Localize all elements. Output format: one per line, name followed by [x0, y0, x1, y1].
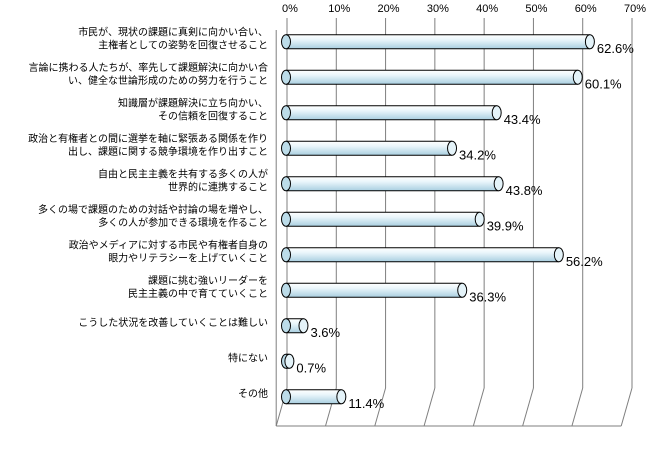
category-label: 多くの場で課題のための対話や討論の場を増やし、	[38, 203, 268, 216]
bar	[281, 318, 309, 334]
gridline-depth	[423, 387, 436, 427]
bar	[281, 140, 458, 156]
gridline-depth	[374, 387, 387, 427]
value-label: 62.6%	[597, 41, 634, 56]
gridline-depth	[472, 387, 485, 427]
category-label: い、健全な世論形成のための努力を行うこと	[68, 74, 268, 87]
category-label: 主権者としての姿勢を回復させること	[98, 38, 268, 51]
bar	[281, 69, 583, 85]
value-label: 11.4%	[348, 396, 384, 411]
x-tick-label: 20%	[378, 3, 400, 15]
bars: 62.6% 60.1% 43.4% 34.2% 43.8% 39.9% 56.2% 36.3%…	[281, 34, 634, 411]
bar	[281, 247, 564, 263]
x-tick-label: 40%	[476, 3, 498, 15]
category-label: 出し、課題に関する競争環境を作り出すこと	[68, 145, 268, 158]
category-label: 言論に携わる人たちが、率先して課題解決に向かい合	[29, 61, 269, 74]
category-label: 自由と民主主義を共有する多くの人が	[98, 167, 268, 180]
x-tick-label: 60%	[575, 3, 597, 15]
x-tick-label: 50%	[525, 3, 547, 15]
value-label: 34.2%	[459, 147, 496, 162]
bar	[281, 211, 485, 227]
category-label: 課題に挑む強いリーダーを	[148, 274, 268, 287]
category-label: 眼力やリテラシーを上げていくこと	[108, 251, 268, 264]
gridline-depth	[571, 387, 584, 427]
category-label: 特にない	[228, 352, 268, 364]
category-label: こうした状況を改善していくことは難しい	[78, 316, 268, 329]
value-label: 39.9%	[487, 218, 524, 233]
category-labels: 市民が、現状の課題に真剣に向かい合い、主権者としての姿勢を回復させること言論に携…	[28, 25, 268, 400]
category-label: 政治やメディアに対する市民や有権者自身の	[69, 238, 268, 251]
x-tick-label: 30%	[427, 3, 449, 15]
category-label: その他	[238, 387, 268, 400]
category-label: 多くの人が参加できる環境を作ること	[98, 216, 268, 229]
value-label: 43.8%	[506, 183, 543, 198]
gridline-depth	[620, 387, 633, 427]
value-label: 43.4%	[504, 112, 541, 127]
bar	[281, 353, 295, 369]
bar	[281, 34, 595, 50]
value-label: 56.2%	[566, 254, 603, 269]
value-label: 3.6%	[310, 325, 340, 340]
category-label: 政治と有権者との間に選挙を軸に緊張ある関係を作り	[28, 132, 268, 145]
category-label: 世界的に連携すること	[168, 180, 268, 193]
value-label: 60.1%	[585, 76, 622, 91]
x-tick-label: 70%	[624, 3, 646, 15]
bar	[281, 176, 504, 192]
category-label: 市民が、現状の課題に真剣に向かい合い、	[78, 25, 268, 38]
gridline-depth	[522, 387, 534, 427]
value-label: 0.7%	[296, 360, 326, 375]
x-tick-label: 10%	[328, 3, 350, 15]
bar	[281, 105, 502, 121]
value-label: 36.3%	[469, 289, 506, 304]
x-axis-ticks: 0% 10% 20% 30% 40% 50% 60% 70%	[282, 3, 646, 15]
x-tick-label: 0%	[282, 3, 298, 15]
category-label: 知識層が課題解決に立ち向かい、	[118, 96, 268, 109]
bar	[281, 389, 347, 405]
bar	[281, 282, 468, 298]
category-label: 民主主義の中で育てていくこと	[128, 287, 268, 300]
category-label: その信頼を回復すること	[158, 109, 268, 122]
